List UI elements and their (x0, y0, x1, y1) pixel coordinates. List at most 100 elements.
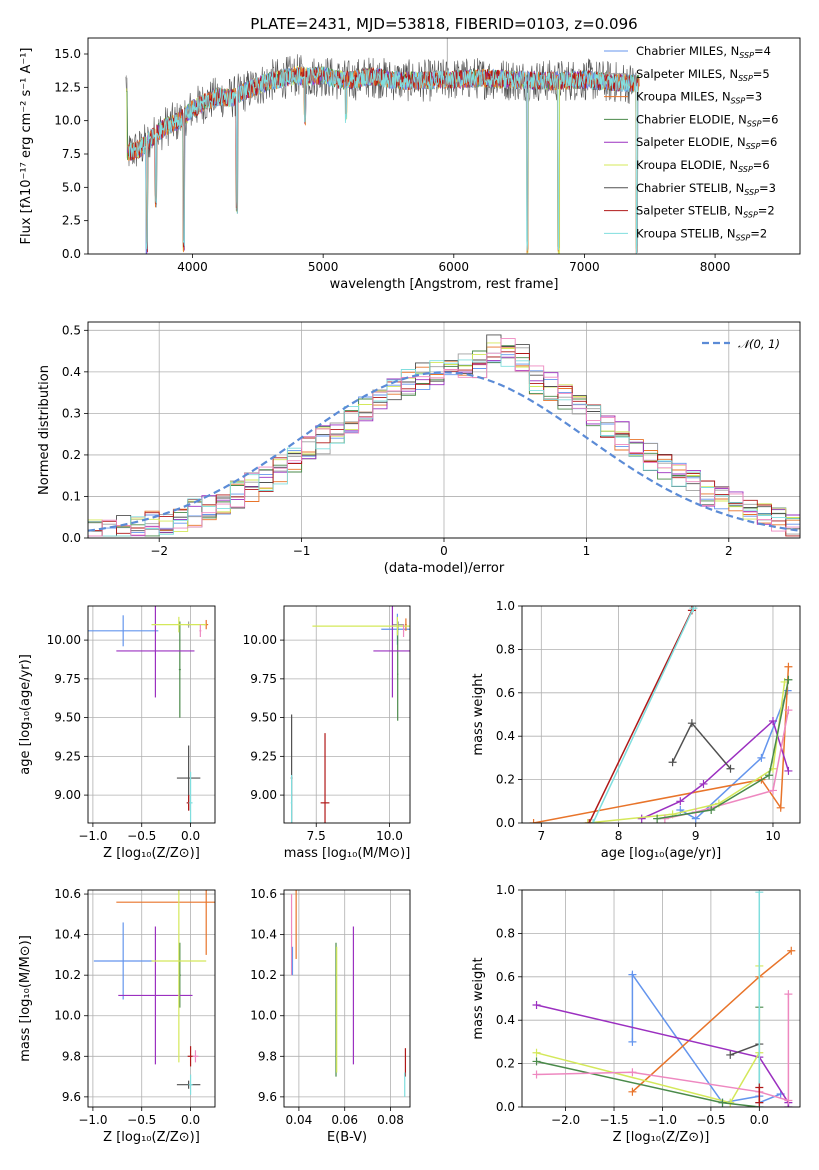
y-tick-label: 0.6 (496, 686, 515, 700)
x-axis-label: Z [log₁₀(Z/Z⊙)] (103, 846, 200, 861)
plot-area (290, 606, 410, 823)
weight-marker-kroupa_miles (784, 662, 793, 671)
x-axis-label: wavelength [Angstrom, rest frame] (330, 277, 559, 292)
plot-area (88, 334, 800, 537)
legend-subscript: SSP (747, 119, 762, 128)
weight-marker-pink (784, 1096, 793, 1105)
y-tick-label: 0.6 (496, 970, 515, 984)
y-tick-label: 10.4 (250, 928, 277, 942)
weight-marker-chabrier_elodie (653, 814, 662, 823)
weight-marker-salpeter_elodie (637, 814, 646, 823)
axes-frame (521, 889, 801, 1108)
x-tick-label: 0.0 (181, 1113, 200, 1127)
legend-subscript: SSP (736, 233, 751, 242)
weight-marker-kroupa_stelib (589, 819, 598, 823)
x-tick-label: −2 (150, 544, 168, 558)
legend-text: Salpeter MILES, N (636, 67, 738, 81)
y-tick-label: 9.8 (258, 1049, 277, 1063)
x-tick-label: 4000 (177, 260, 208, 274)
legend-suffix: =3 (759, 181, 776, 195)
axes-frame (87, 605, 216, 824)
plot-area (290, 890, 407, 1097)
weight-line-chabrier_stelib (730, 1043, 760, 1056)
weight-marker-kroupa_elodie (583, 819, 592, 823)
y-axis-label: age [log₁₀(age/yr)] (18, 654, 33, 775)
y-tick-label: 7.5 (62, 147, 81, 161)
legend-label: Kroupa ELODIE, NSSP=6 (636, 158, 770, 174)
x-tick-label: 10 (765, 829, 780, 843)
y-axis-label: mass weight (471, 673, 486, 755)
weight-marker-pink (784, 990, 793, 999)
y-axis-label: mass [log₁₀(M/M⊙)] (18, 935, 33, 1062)
axes-frame (87, 37, 801, 255)
x-tick-label: −0.5 (696, 1113, 725, 1127)
y-tick-label: 10.00 (243, 633, 277, 647)
x-tick-label: 8000 (700, 260, 731, 274)
legend-text: Chabrier MILES, N (636, 44, 739, 58)
normal-curve (88, 371, 800, 532)
y-tick-label: 0.5 (62, 323, 81, 337)
y-tick-label: 0.4 (496, 1013, 515, 1027)
y-axis-label: Flux [fλ10⁻¹⁷ erg cm⁻² s⁻¹ A⁻¹] (19, 48, 34, 245)
legend-label: Kroupa STELIB, NSSP=2 (636, 226, 767, 242)
x-tick-label: 2 (725, 544, 733, 558)
legend-suffix: =3 (745, 90, 762, 104)
weight-line-salpeter_stelib (588, 609, 693, 823)
panels: 4000 5000 6000 7000 80000.02.55.07.510.012.5… (18, 15, 801, 1145)
weight-line-kroupa_stelib (592, 607, 695, 823)
y-tick-label: 10.00 (47, 633, 81, 647)
plot-area (88, 606, 209, 823)
legend-subscript: SSP (731, 97, 746, 106)
x-tick-label: 5000 (308, 260, 339, 274)
y-tick-label: 10.2 (250, 968, 277, 982)
weight-marker-kroupa_miles (529, 819, 538, 823)
weight-marker-kroupa_elodie (532, 1048, 541, 1057)
x-tick-label: 9 (692, 829, 700, 843)
weight-marker-pink (628, 1068, 637, 1077)
panel-age-vs-Z: −1.0 −0.5 0.0 9.00 9.25 9.50 9.75 10.00 Z [log₁₀… (18, 605, 216, 861)
y-tick-label: 0.0 (496, 1100, 515, 1114)
y-tick-label: 10.0 (54, 114, 81, 128)
legend-label: 𝒩(0, 1) (738, 337, 780, 351)
x-tick-label: −1 (293, 544, 311, 558)
x-tick-label: 0.0 (181, 829, 200, 843)
y-tick-label: 9.75 (250, 672, 277, 686)
weight-line-chabrier_elodie (656, 679, 790, 820)
legend-subscript: SSP (739, 51, 754, 60)
y-tick-label: 2.5 (62, 214, 81, 228)
y-axis-label: Normed distribution (37, 365, 52, 495)
spectrum-line-kroupa_stelib (128, 66, 639, 254)
y-tick-label: 0.2 (62, 448, 81, 462)
plot-area (125, 38, 640, 254)
panel-mass-vs-Z: −1.0 −0.5 0.0 9.6 9.8 10.0 10.2 10.4 10.6 Z [log₁… (18, 887, 216, 1145)
weight-marker-chabrier_miles (628, 1037, 637, 1046)
x-tick-label: 10.0 (376, 829, 403, 843)
weight-line-chabrier_miles (631, 972, 781, 1104)
panel-weight-vs-Z: −2.0 −1.5 −1.0 −0.5 0.0 0.0 0.2 0.4 0.6 0.8 1.0 Z [… (471, 883, 801, 1145)
legend-subscript: SSP (746, 142, 761, 151)
weight-marker-chabrier_stelib (726, 1050, 735, 1059)
weight-marker-kroupa_stelib (755, 890, 764, 897)
weight-marker-kroupa_miles (776, 803, 785, 812)
weight-marker-pink (532, 1070, 541, 1079)
legend-suffix: =6 (753, 158, 770, 172)
legend-suffix: =6 (760, 135, 777, 149)
y-tick-label: 10.4 (54, 928, 81, 942)
x-tick-label: 0.0 (750, 1113, 769, 1127)
plot-area (532, 890, 796, 1107)
legend-label: Salpeter ELODIE, NSSP=6 (636, 135, 777, 151)
y-tick-label: 0.4 (62, 365, 81, 379)
x-tick-label: −1.0 (78, 1113, 107, 1127)
panel-age-vs-mass: 7.5 10.0 9.00 9.25 9.50 9.75 10.00 mass [log₁₀(… (243, 605, 411, 861)
weight-marker-salpeter_elodie (699, 779, 708, 788)
panel-weight-vs-age: 7 8 9 10 0.0 0.2 0.4 0.6 0.8 1.0 age [log₁₀(age/yr… (471, 599, 801, 861)
weight-line-kroupa_miles (533, 666, 790, 823)
weight-marker-salpeter_stelib (585, 819, 594, 823)
y-tick-label: 1.0 (496, 883, 515, 897)
legend-subscript: SSP (744, 188, 759, 197)
weight-marker-chabrier_elodie (765, 771, 774, 780)
weight-marker-pink (768, 786, 777, 795)
legend-text: Salpeter STELIB, N (636, 204, 743, 218)
y-tick-label: 9.6 (258, 1090, 277, 1104)
